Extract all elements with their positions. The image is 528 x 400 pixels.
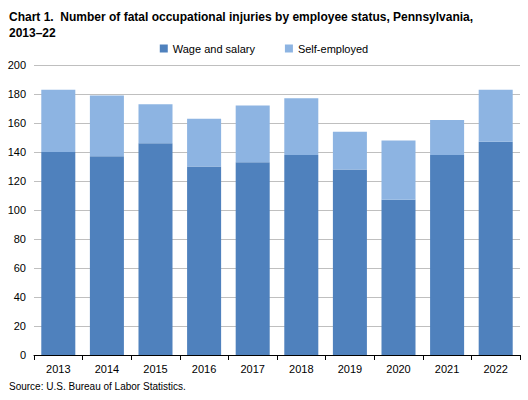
svg-text:2013–22: 2013–22 bbox=[9, 26, 56, 40]
svg-text:60: 60 bbox=[14, 262, 26, 274]
svg-text:40: 40 bbox=[14, 291, 26, 303]
svg-text:2016: 2016 bbox=[192, 363, 216, 375]
svg-text:200: 200 bbox=[8, 59, 26, 71]
svg-text:120: 120 bbox=[8, 175, 26, 187]
svg-text:Self-employed: Self-employed bbox=[298, 43, 368, 55]
svg-text:Chart 1. Number of fatal occu: Chart 1. Number of fatal occupational in… bbox=[9, 10, 476, 24]
svg-text:2020: 2020 bbox=[386, 363, 410, 375]
svg-text:Source: U.S. Bureau of Labor S: Source: U.S. Bureau of Labor Statistics. bbox=[9, 381, 186, 392]
svg-text:2017: 2017 bbox=[240, 363, 264, 375]
svg-text:100: 100 bbox=[8, 204, 26, 216]
svg-text:Wage and salary: Wage and salary bbox=[173, 43, 256, 55]
svg-text:2015: 2015 bbox=[143, 363, 167, 375]
svg-text:140: 140 bbox=[8, 146, 26, 158]
svg-text:0: 0 bbox=[20, 349, 26, 361]
svg-text:2018: 2018 bbox=[289, 363, 313, 375]
svg-text:2021: 2021 bbox=[435, 363, 459, 375]
svg-text:160: 160 bbox=[8, 117, 26, 129]
svg-text:2019: 2019 bbox=[338, 363, 362, 375]
svg-text:180: 180 bbox=[8, 88, 26, 100]
svg-text:20: 20 bbox=[14, 320, 26, 332]
svg-text:80: 80 bbox=[14, 233, 26, 245]
svg-text:2014: 2014 bbox=[95, 363, 119, 375]
svg-text:2022: 2022 bbox=[483, 363, 507, 375]
svg-text:2013: 2013 bbox=[46, 363, 70, 375]
